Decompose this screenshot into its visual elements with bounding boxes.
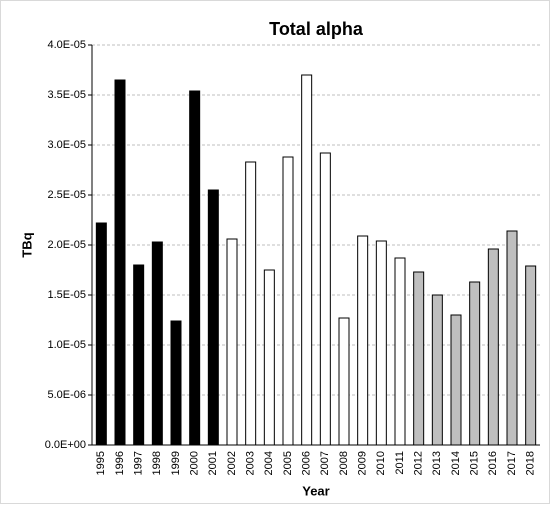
x-tick-label: 2018 [525,451,537,475]
bar [394,257,406,446]
x-tick-label: 1997 [133,451,145,475]
x-tick-label: 2002 [226,451,238,475]
x-tick-label: 2016 [487,451,499,475]
bar [431,294,443,446]
x-tick-label: 2007 [319,451,331,475]
x-tick-label: 2000 [189,451,201,475]
bar [114,79,126,446]
x-tick-label: 2015 [469,451,481,475]
bar [357,235,369,446]
bar [319,152,331,446]
x-tick-label: 2001 [207,451,219,475]
bar [170,320,182,446]
bar [450,314,462,446]
x-tick-label: 2013 [431,451,443,475]
x-tick-label: 2004 [263,451,275,475]
x-tick-label: 2005 [282,451,294,475]
bar [189,90,201,446]
chart-title: Total alpha [269,19,364,39]
x-axis-label: Year [302,483,329,498]
bar [245,161,257,446]
bar [375,240,387,446]
x-tick-label: 1998 [151,451,163,475]
y-tick-label: 5.0E-06 [47,389,86,401]
y-tick-label: 2.5E-05 [47,189,86,201]
y-tick-label: 4.0E-05 [47,39,86,51]
y-tick-label: 3.0E-05 [47,139,86,151]
y-tick-label: 1.5E-05 [47,289,86,301]
x-tick-label: 2014 [450,451,462,475]
x-tick-label: 2008 [338,451,350,475]
y-axis-label: TBq [19,232,34,257]
bar [413,271,425,446]
bar [469,281,481,446]
bar [95,222,107,446]
bar [282,156,294,446]
y-tick-label: 3.5E-05 [47,89,86,101]
bar [301,74,313,446]
x-tick-label: 2006 [301,451,313,475]
y-tick-label: 2.0E-05 [47,239,86,251]
x-tick-label: 2003 [245,451,257,475]
bar [506,230,518,446]
x-tick-label: 2010 [375,451,387,475]
x-tick-label: 2012 [413,451,425,475]
bar [338,317,350,446]
bar [263,269,275,446]
y-tick-label: 0.0E+00 [45,439,86,451]
bar [151,241,163,446]
bar [133,264,145,446]
x-tick-label: 1996 [114,451,126,475]
bar [226,238,238,446]
x-tick-label: 2017 [506,451,518,475]
bar [487,248,499,446]
x-tick-label: 2009 [357,451,369,475]
x-tick-label: 1995 [95,451,107,475]
x-tick-label: 1999 [170,451,182,475]
y-tick-label: 1.0E-05 [47,339,86,351]
bar [525,265,537,446]
x-tick-label: 2011 [394,451,406,475]
bar [207,189,219,446]
